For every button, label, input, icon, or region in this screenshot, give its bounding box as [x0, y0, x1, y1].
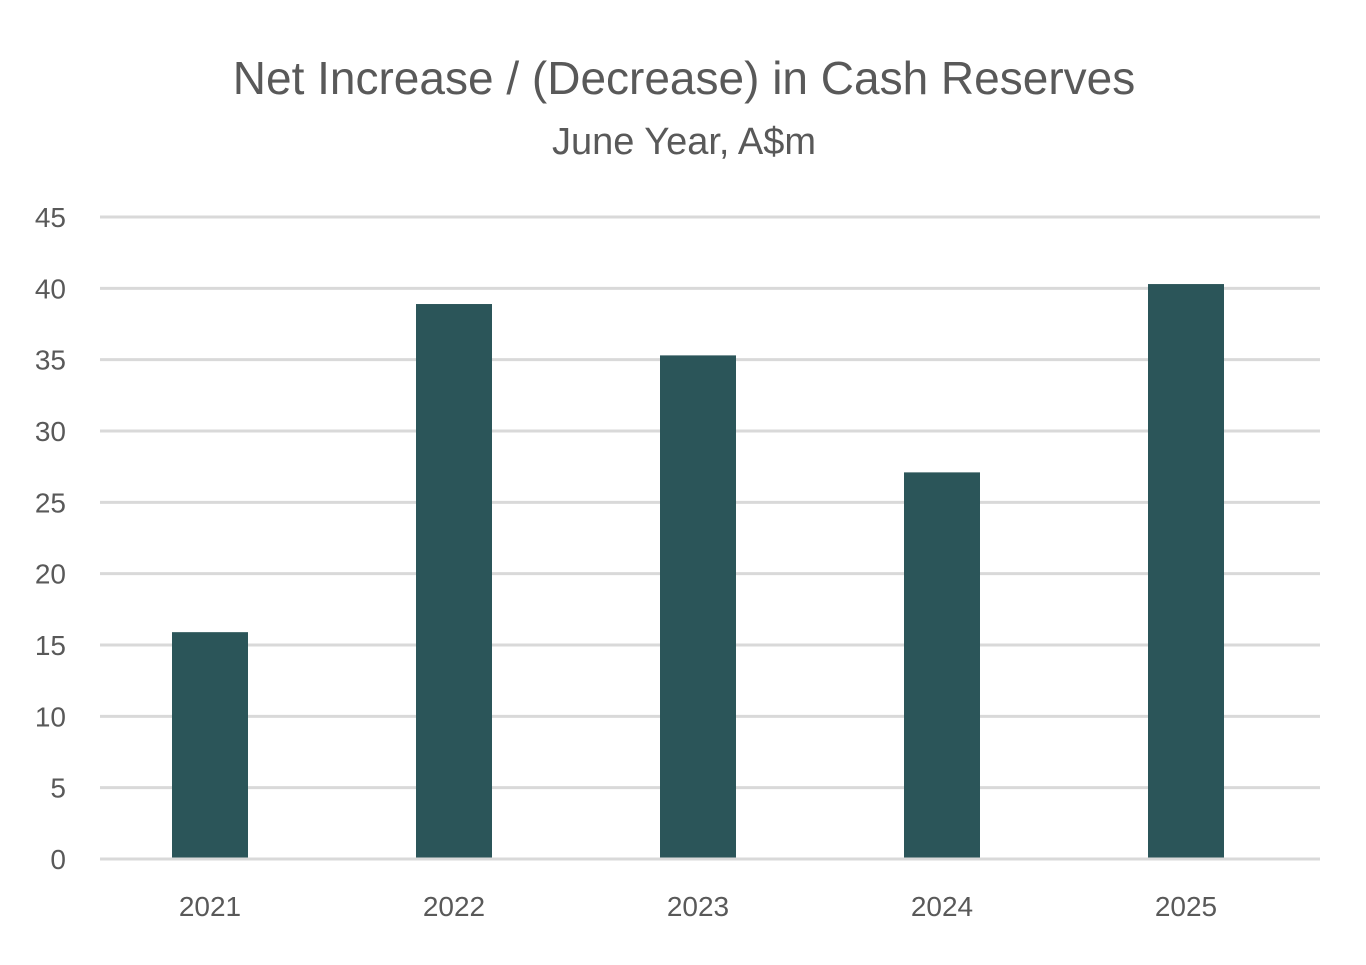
y-tick-label: 45 — [35, 202, 66, 233]
y-tick-label: 30 — [35, 416, 66, 447]
y-tick-label: 20 — [35, 559, 66, 590]
y-tick-label: 35 — [35, 345, 66, 376]
bar-2024 — [904, 472, 980, 858]
chart-title: Net Increase / (Decrease) in Cash Reserv… — [233, 52, 1135, 104]
x-tick-label: 2023 — [667, 891, 729, 922]
y-tick-label: 0 — [50, 844, 66, 875]
y-axis-tick-labels: 0 5 10 15 20 25 30 35 40 45 — [35, 202, 66, 875]
x-tick-label: 2021 — [179, 891, 241, 922]
bar-2021 — [172, 632, 248, 858]
x-tick-label: 2024 — [911, 891, 973, 922]
bar-2025 — [1148, 284, 1224, 858]
y-tick-label: 10 — [35, 701, 66, 732]
bar-2022 — [416, 304, 492, 858]
y-tick-label: 5 — [50, 773, 66, 804]
chart-subtitle: June Year, A$m — [552, 121, 816, 163]
bar-series — [172, 284, 1224, 858]
x-axis-tick-labels: 2021 2022 2023 2024 2025 — [179, 891, 1217, 922]
y-tick-label: 15 — [35, 630, 66, 661]
y-tick-label: 25 — [35, 487, 66, 518]
x-tick-label: 2022 — [423, 891, 485, 922]
x-tick-label: 2025 — [1155, 891, 1217, 922]
bar-2023 — [660, 355, 736, 858]
y-tick-label: 40 — [35, 273, 66, 304]
